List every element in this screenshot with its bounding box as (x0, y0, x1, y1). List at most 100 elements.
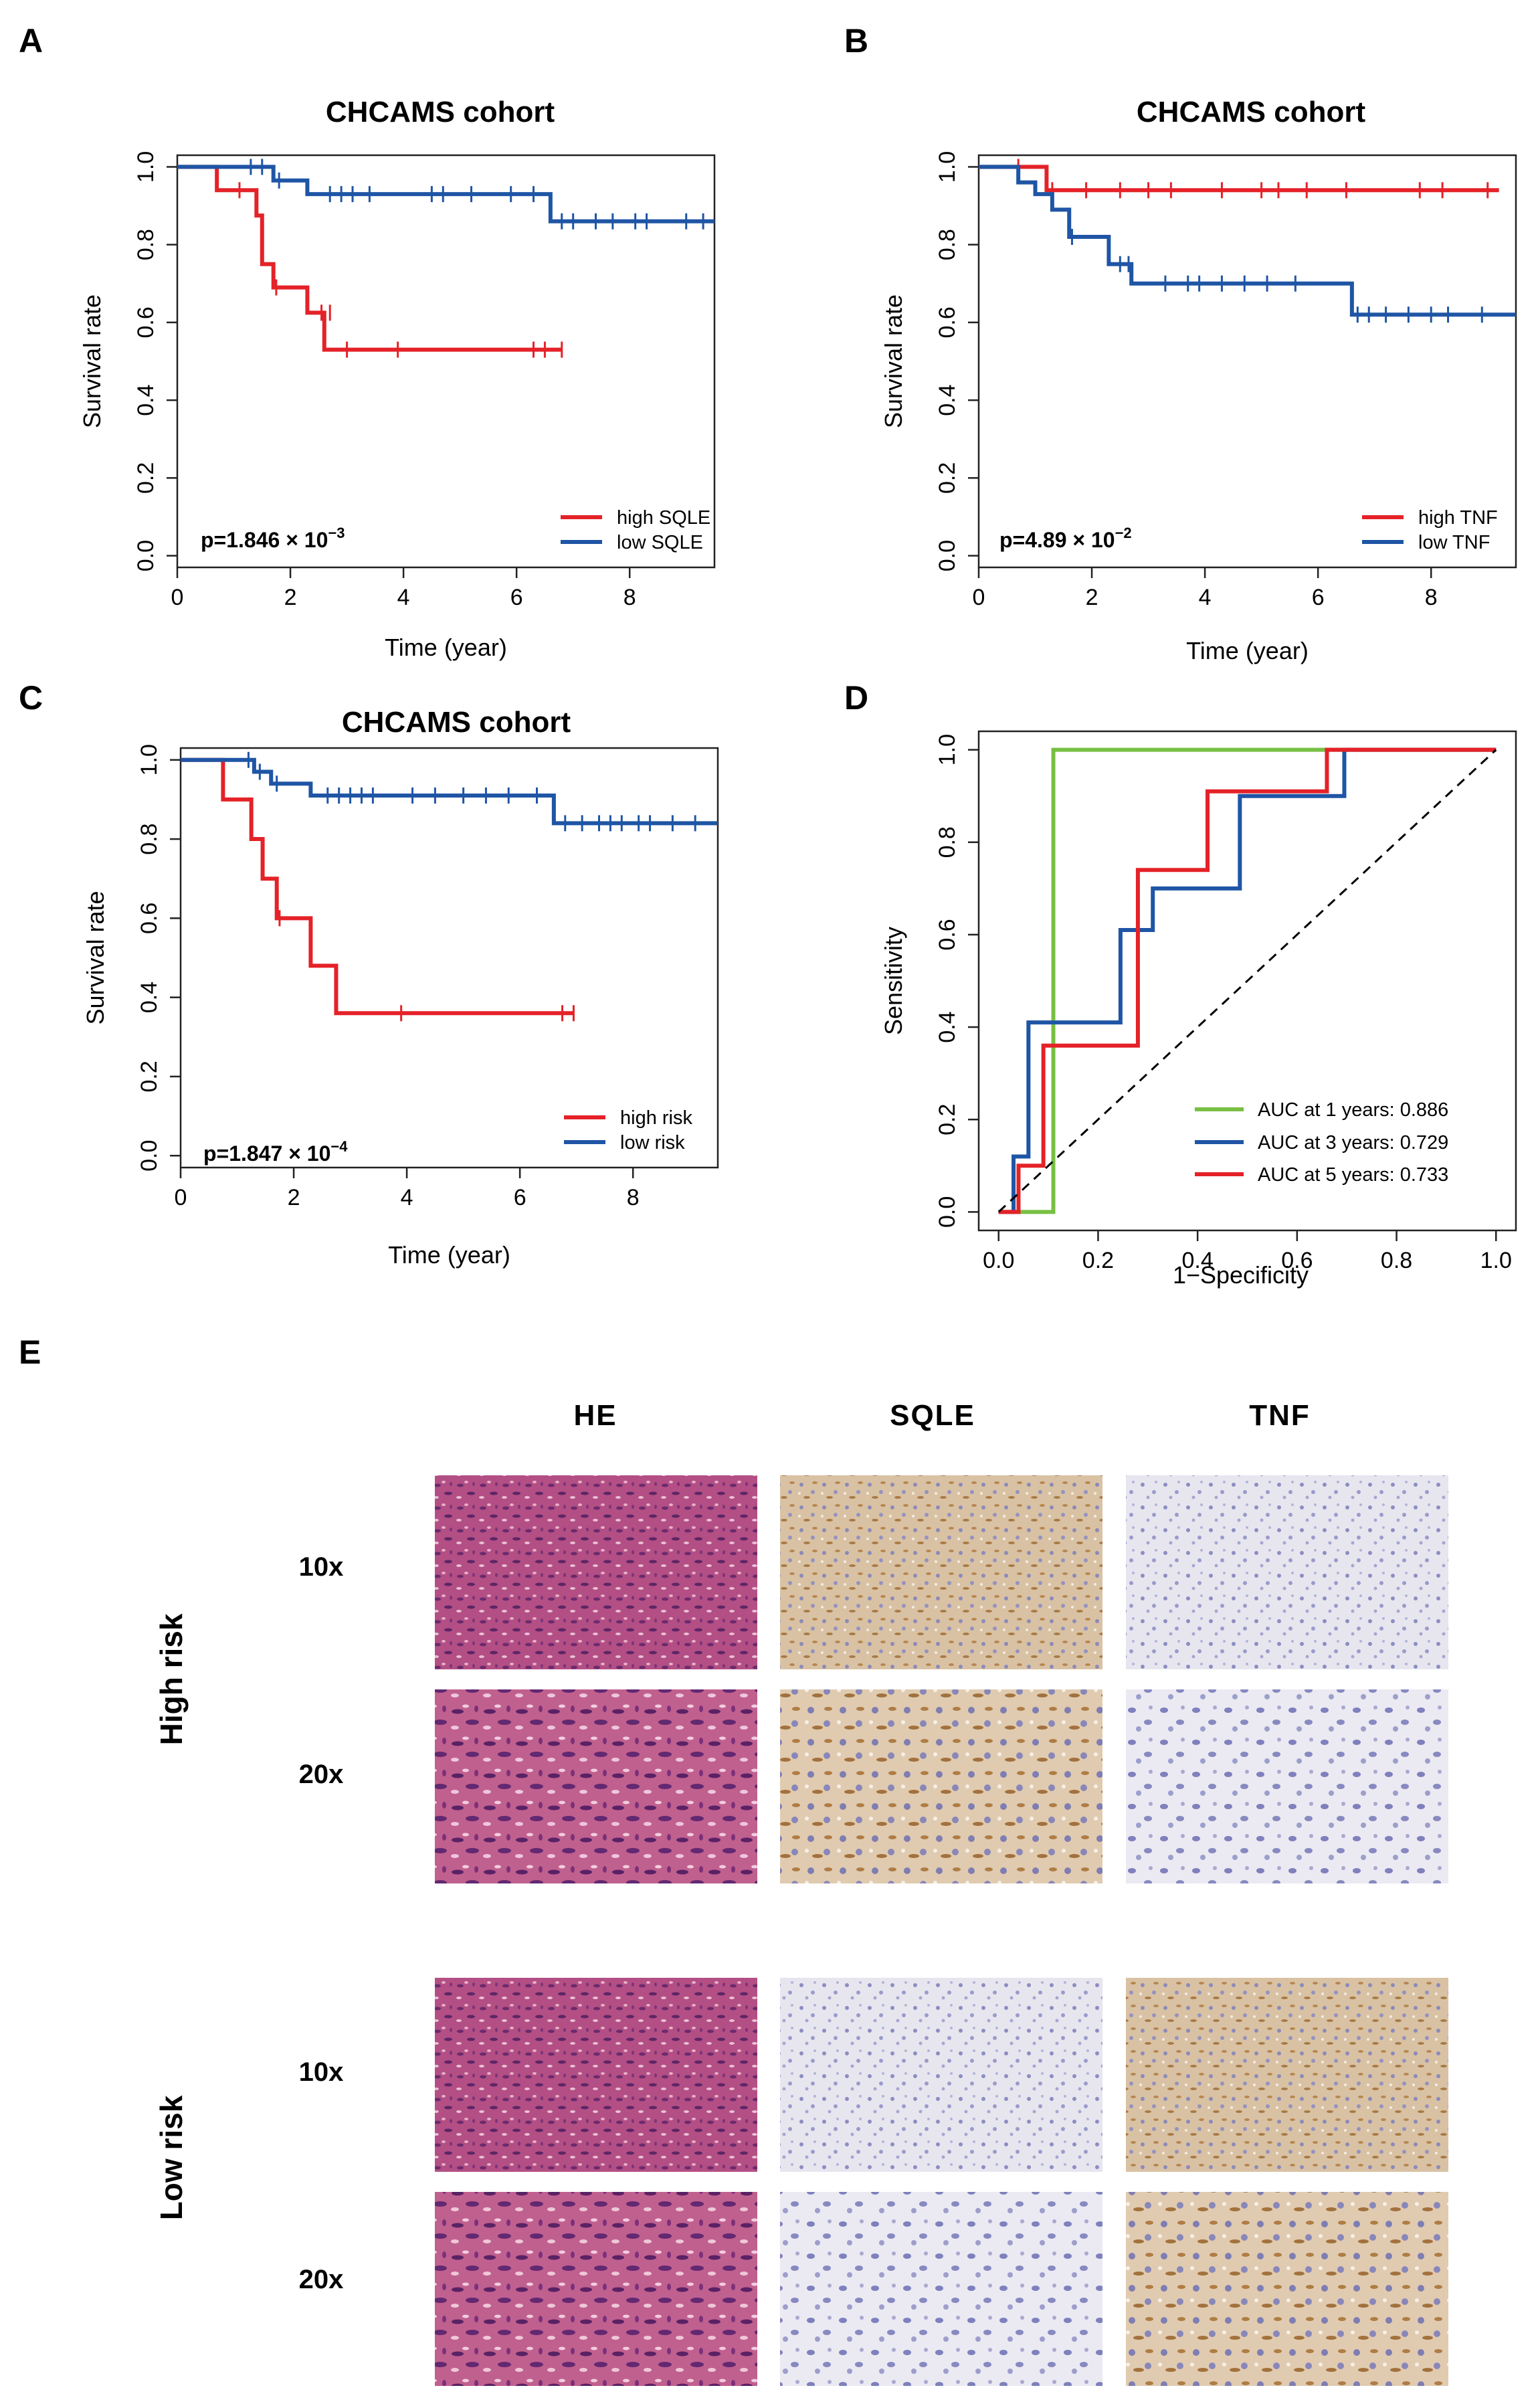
row-label-low-20x: 20x (299, 2265, 344, 2294)
y-tick-label: 0.8 (133, 229, 159, 260)
x-tick-label: 6 (1312, 585, 1325, 610)
legend-label: high TNF (1418, 507, 1498, 529)
x-tick-label: 0.2 (1082, 1248, 1114, 1273)
y-tick-label: 0.6 (935, 919, 960, 950)
y-tick-label: 0.0 (133, 540, 159, 571)
x-tick-label: 0.4 (1182, 1248, 1214, 1273)
column-header-he: HE (573, 1399, 617, 1432)
x-tick-label: 2 (284, 585, 297, 610)
x-tick-label: 4 (401, 1185, 413, 1210)
image-tnf-high-10x (1126, 1475, 1448, 1669)
image-he-high-10x (435, 1475, 757, 1669)
group-label-high-risk: High risk (154, 1613, 189, 1745)
y-axis-label: Survival rate (82, 891, 109, 1024)
column-header-tnf: TNF (1249, 1399, 1311, 1432)
legend-label: AUC at 1 years: 0.886 (1258, 1099, 1448, 1121)
pvalue-a: p=1.846 × 10−3 (201, 525, 345, 552)
x-axis-label: Time (year) (1186, 637, 1309, 664)
image-he-high-20x (435, 1689, 757, 1883)
x-tick-label: 1.0 (1480, 1248, 1512, 1273)
km-chart-tnf: CHCAMS cohort 0 2 4 6 8 0.0 0.2 0.4 0.6 0.8 1.0 Time… (880, 96, 1517, 664)
x-tick-label: 6 (510, 585, 523, 610)
row-label-high-20x: 20x (299, 1760, 344, 1789)
x-tick-label: 8 (1425, 585, 1438, 610)
y-tick-label: 0.8 (935, 826, 960, 858)
y-tick-label: 0.4 (935, 384, 960, 415)
x-tick-label: 6 (514, 1185, 526, 1210)
legend-label: high SQLE (617, 507, 710, 529)
y-tick-label: 0.0 (935, 1196, 960, 1228)
y-axis-label: Survival rate (880, 294, 907, 428)
roc-chart: 0.0 0.2 0.4 0.6 0.8 1.0 0.0 0.2 0.4 0.6 0.8 1.0 1−Sp… (880, 730, 1517, 1289)
y-tick-label: 0.6 (133, 306, 159, 338)
chart-title: CHCAMS cohort (1137, 96, 1366, 128)
x-tick-label: 8 (627, 1185, 640, 1210)
image-tnf-low-10x (1126, 1978, 1448, 2172)
km-chart-risk: CHCAMS cohort 0 2 4 6 8 0.0 0.2 0.4 0.6 0.8 1.0 Time… (82, 706, 719, 1269)
panel-letter-d: D (844, 679, 868, 717)
plot-frame (176, 154, 716, 569)
plot-frame (977, 730, 1517, 1232)
y-tick-label: 0.0 (136, 1140, 162, 1172)
legend-label: low SQLE (617, 532, 703, 553)
y-tick-label: 0.2 (133, 462, 159, 494)
y-tick-label: 0.8 (935, 229, 960, 260)
panel-letter-b: B (844, 22, 868, 60)
y-axis-label: Sensitivity (880, 927, 907, 1035)
y-tick-label: 1.0 (935, 734, 960, 765)
panel-letter-e: E (19, 1333, 41, 1371)
plot-frame (179, 747, 719, 1169)
group-label-low-risk: Low risk (154, 2095, 189, 2220)
panel-letter-a: A (19, 22, 43, 60)
y-tick-label: 0.2 (935, 1104, 960, 1135)
x-tick-label: 0.8 (1381, 1248, 1412, 1273)
image-he-low-20x (435, 2192, 757, 2386)
y-tick-label: 0.4 (935, 1011, 960, 1042)
legend-label: AUC at 3 years: 0.729 (1258, 1132, 1448, 1153)
y-tick-label: 0.0 (935, 540, 960, 571)
series-line-low-risk (181, 757, 718, 826)
x-tick-label: 0.6 (1281, 1248, 1313, 1273)
y-tick-label: 0.2 (136, 1060, 162, 1092)
series-line-high-tnf (979, 165, 1499, 193)
image-tnf-low-20x (1126, 2192, 1448, 2386)
y-axis-label: Survival rate (78, 294, 106, 428)
series-line-reference (997, 749, 1497, 1213)
x-tick-label: 2 (1086, 585, 1098, 610)
series-line-auc-at-5-years-0-733 (998, 747, 1497, 1214)
panel-letter-c: C (19, 679, 43, 717)
image-sqle-low-10x (780, 1978, 1102, 2172)
pvalue-c: p=1.847 × 10−4 (203, 1138, 348, 1166)
y-tick-label: 0.4 (133, 384, 159, 415)
x-tick-label: 0.0 (983, 1248, 1014, 1273)
x-tick-label: 2 (288, 1185, 300, 1210)
image-sqle-high-10x (780, 1475, 1102, 1669)
legend-label: high risk (620, 1107, 692, 1129)
row-label-high-10x: 10x (299, 1552, 344, 1582)
x-axis-label: 1−Specificity (1173, 1261, 1309, 1289)
x-tick-label: 8 (623, 585, 636, 610)
plot-frame (977, 154, 1517, 569)
series-line-low-tnf (979, 165, 1516, 317)
y-tick-label: 0.6 (935, 306, 960, 338)
series-line-high-risk (181, 757, 574, 1016)
y-tick-label: 0.4 (136, 982, 162, 1013)
y-tick-label: 1.0 (935, 151, 960, 183)
column-header-sqle: SQLE (890, 1399, 975, 1432)
chart-title: CHCAMS cohort (326, 96, 555, 128)
x-tick-label: 4 (1199, 585, 1212, 610)
y-tick-label: 1.0 (133, 151, 159, 183)
pvalue-b: p=4.89 × 10−2 (999, 525, 1132, 552)
image-sqle-high-20x (780, 1689, 1102, 1883)
y-tick-label: 0.2 (935, 462, 960, 494)
legend-label: low risk (620, 1132, 685, 1153)
x-tick-label: 0 (175, 1185, 187, 1210)
legend-label: AUC at 5 years: 0.733 (1258, 1164, 1448, 1186)
series-line-low-sqle (177, 165, 714, 223)
y-tick-label: 0.8 (136, 823, 162, 854)
x-tick-label: 4 (397, 585, 410, 610)
x-tick-label: 0 (973, 585, 985, 610)
image-he-low-10x (435, 1978, 757, 2172)
y-tick-label: 0.6 (136, 903, 162, 934)
